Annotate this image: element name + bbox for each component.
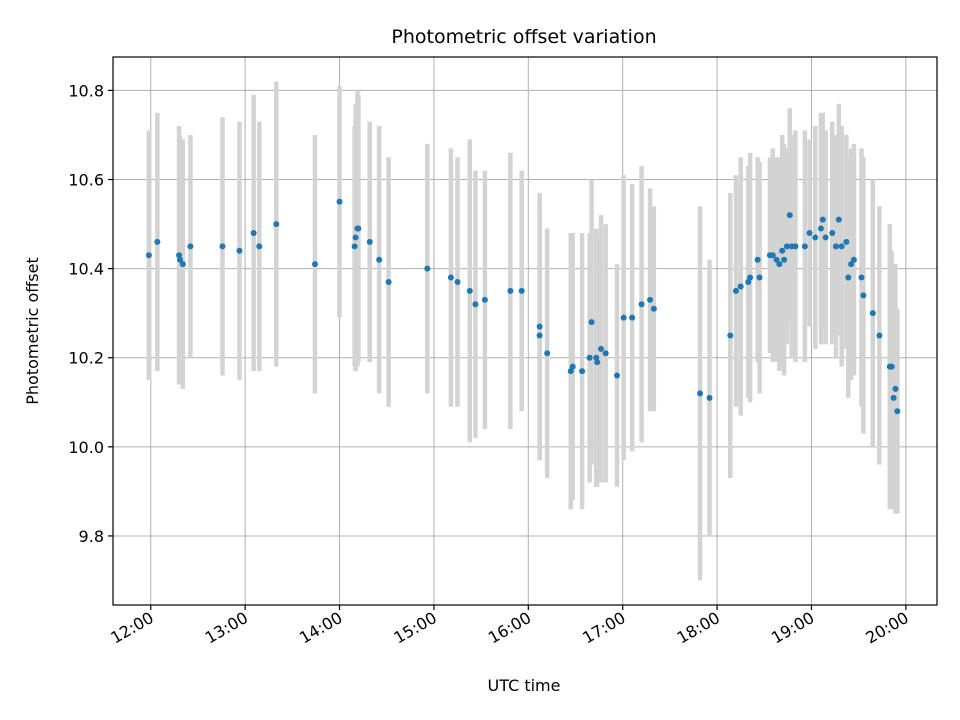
data-point [593,354,600,361]
data-point [783,243,790,250]
data-point [466,287,473,294]
data-point [792,243,799,250]
data-point [602,350,609,357]
data-point [536,323,543,330]
data-point [806,229,813,236]
data-point [236,247,243,254]
plot-frame [112,56,938,606]
data-point [833,243,840,250]
data-point [177,256,184,263]
data-point [776,261,783,268]
data-point [781,256,788,263]
data-point [786,212,793,219]
data-point [845,274,852,281]
data-point [336,198,343,205]
data-point [848,261,855,268]
data-point [594,359,601,366]
data-point [835,216,842,223]
data-point [737,283,744,290]
data-point [614,372,621,379]
data-point [311,261,318,268]
data-point [187,243,194,250]
data-point [860,292,867,299]
data-point [536,332,543,339]
data-point [250,229,257,236]
data-point [894,408,901,415]
data-point [747,274,754,281]
data-point [273,221,280,228]
data-point [366,238,373,245]
y-tick-label: 10.6 [68,171,104,190]
data-point [819,216,826,223]
data-point [472,301,479,308]
data-point [858,274,865,281]
data-point [176,252,183,259]
data-point [518,287,525,294]
data-point [355,225,362,232]
data-point [732,287,739,294]
data-point [829,229,836,236]
data-point [697,390,704,397]
data-point [650,305,657,312]
data-point [769,252,776,259]
data-point [256,243,263,250]
data-point [351,243,358,250]
data-point [801,243,808,250]
y-tick-label: 10.8 [68,81,104,100]
data-point [219,243,226,250]
data-point [812,234,819,241]
data-point [629,314,636,321]
data-point [779,247,786,254]
y-tick-label: 10.2 [68,349,104,368]
data-point [843,238,850,245]
y-tick-label: 10.0 [68,438,104,457]
data-point [817,225,824,232]
data-point [544,350,551,357]
y-tick-label: 9.8 [79,527,104,546]
data-point [179,261,186,268]
data-point [376,256,383,263]
data-point [447,274,454,281]
data-point [597,345,604,352]
data-point [869,310,876,317]
data-point [754,256,761,263]
data-point [507,287,514,294]
data-points [145,198,901,415]
data-point [454,278,461,285]
data-point [569,363,576,370]
y-axis-label: Photometric offset [23,257,42,405]
data-point [145,252,152,259]
data-point [890,394,897,401]
data-point [838,243,845,250]
data-point [385,278,392,285]
chart-title: Photometric offset variation [391,26,656,48]
data-point [850,256,857,263]
data-point [888,363,895,370]
data-point [588,319,595,326]
y-tick-label: 10.4 [68,260,104,279]
data-point [620,314,627,321]
data-point [154,238,161,245]
data-point [424,265,431,272]
data-point [481,296,488,303]
data-point [773,256,780,263]
data-point [579,368,586,375]
y-axis-ticks: 9.8 10.0 10.2 10.4 10.6 10.8 [68,81,113,546]
data-point [876,332,883,339]
data-point [352,234,359,241]
data-point [647,296,654,303]
data-point [892,385,899,392]
data-point [727,332,734,339]
data-point [822,234,829,241]
data-point [638,301,645,308]
data-point [756,274,763,281]
data-point [586,354,593,361]
x-axis-label: UTC time [488,676,561,695]
data-point [706,394,713,401]
